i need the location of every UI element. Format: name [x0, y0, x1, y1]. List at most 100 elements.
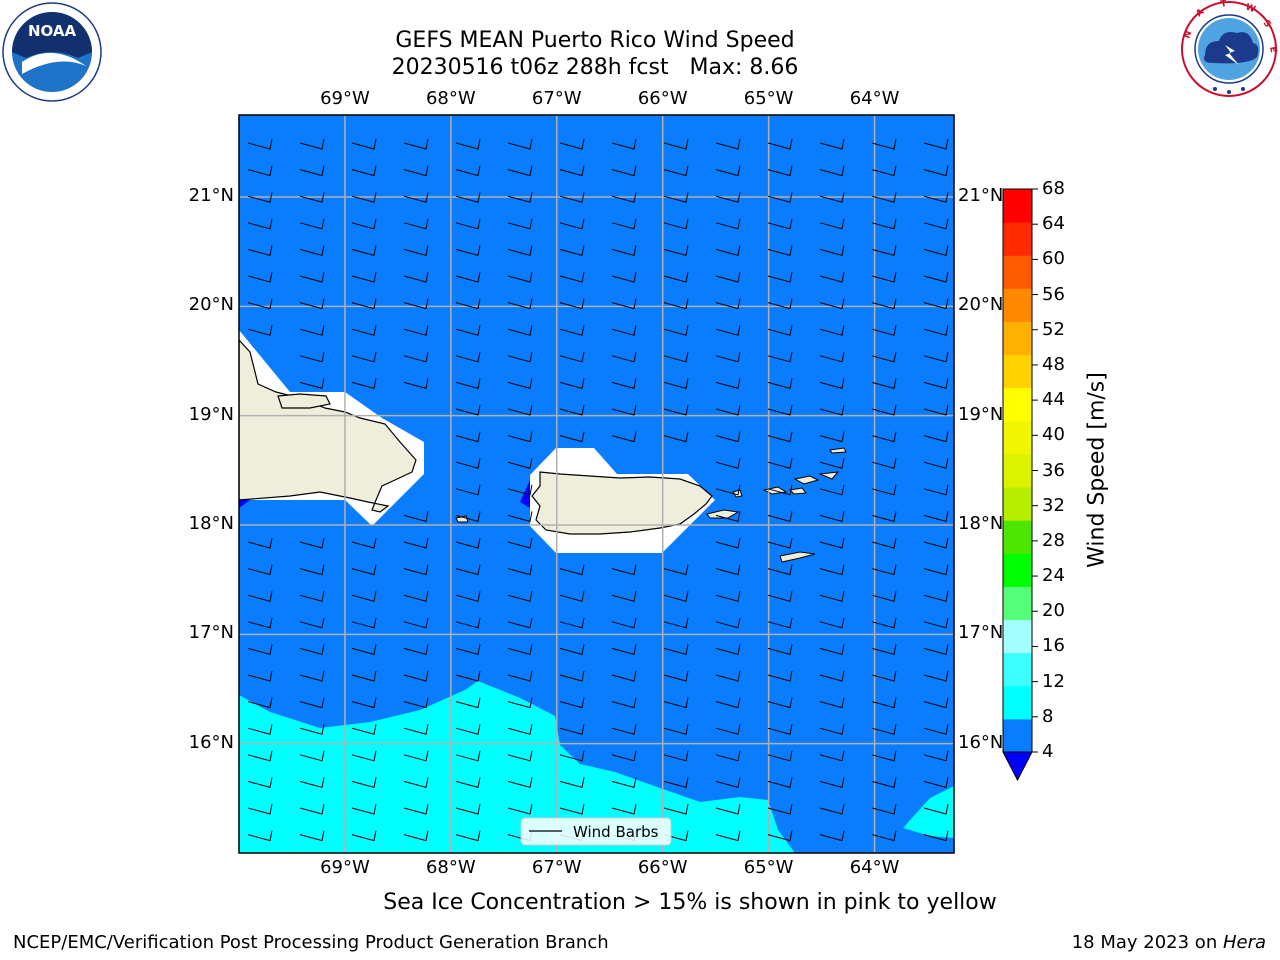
wind-barb	[663, 777, 689, 789]
wind-barb	[455, 591, 481, 602]
wind-barb	[559, 165, 585, 177]
wind-barb	[715, 404, 741, 416]
wind-barb	[299, 724, 325, 735]
wind-barb	[455, 724, 481, 735]
wind-barb	[351, 537, 377, 549]
wind-barb	[819, 325, 845, 336]
lat-label-right: 21°N	[958, 185, 1004, 206]
wind-barb	[403, 245, 429, 257]
wind-barb	[663, 218, 689, 230]
wind-barb	[819, 484, 845, 496]
wind-barb	[403, 378, 429, 390]
wind-barb	[715, 511, 741, 523]
wind-barb	[819, 591, 845, 602]
colorbar-title: Wind Speed [m/s]	[1084, 372, 1110, 568]
wind-barb	[247, 325, 273, 336]
wind-barb	[559, 351, 585, 363]
wind-barb	[559, 670, 585, 682]
wind-barb	[663, 750, 689, 762]
wind-barb	[767, 511, 793, 523]
wind-barb	[715, 617, 741, 629]
wind-barb	[611, 298, 637, 310]
land-vieques	[706, 509, 740, 519]
wind-barb	[507, 351, 533, 363]
wind-barb	[299, 591, 325, 602]
wind-barb	[767, 165, 793, 177]
colorbar-segment	[1003, 652, 1032, 687]
lat-label-left: 18°N	[188, 513, 234, 534]
wind-barb	[507, 697, 533, 709]
sea-ice-note: Sea Ice Concentration > 15% is shown in …	[383, 890, 997, 915]
wind-barb	[819, 803, 845, 815]
wind-barb	[715, 218, 741, 230]
land-virgin-gorda	[818, 471, 840, 480]
wind-barb	[819, 564, 845, 576]
wind-barb	[819, 271, 845, 283]
map-frame	[238, 114, 955, 854]
wind-barb	[351, 378, 377, 390]
wind-barb	[507, 218, 533, 230]
colorbar-tick-label: 48	[1042, 353, 1065, 375]
wind-barb	[507, 325, 533, 336]
wind-barb	[767, 271, 793, 283]
wind-barb	[403, 670, 429, 682]
wind-barb	[663, 724, 689, 735]
wind-barb	[715, 644, 741, 656]
wind-barb	[871, 564, 897, 576]
wind-barb	[715, 271, 741, 283]
wind-barb	[663, 192, 689, 203]
wind-barb	[767, 351, 793, 363]
wind-barb	[247, 271, 273, 283]
lon-label-bottom: 66°W	[637, 857, 688, 878]
wind-barb	[299, 670, 325, 682]
wind-barb	[247, 245, 273, 257]
wind-barb	[351, 617, 377, 629]
svg-text:E: E	[1267, 46, 1278, 54]
wind-barb	[247, 564, 273, 576]
colorbar-segment	[1003, 718, 1032, 753]
wind-barb	[819, 378, 845, 390]
wind-barb	[559, 431, 585, 443]
wind-barb	[299, 271, 325, 283]
wind-barb	[611, 591, 637, 602]
wind-barb	[455, 431, 481, 443]
wind-barb	[507, 511, 533, 523]
svg-text:A: A	[1195, 7, 1207, 19]
wind-barb	[611, 724, 637, 735]
colorbar-tick-label: 24	[1042, 565, 1065, 587]
wind-barb	[299, 245, 325, 257]
land-st-croix	[779, 551, 816, 563]
footer-branch: NCEP/EMC/Verification Post Processing Pr…	[13, 932, 609, 953]
wind-barb	[507, 670, 533, 682]
wind-barb	[767, 724, 793, 735]
wind-barb	[663, 431, 689, 443]
wind-barb	[923, 591, 949, 602]
wind-barb	[923, 245, 949, 257]
wind-barb	[767, 138, 793, 150]
wind-barb	[507, 724, 533, 735]
wind-barb	[507, 245, 533, 257]
wind-barb	[663, 351, 689, 363]
wind-barb	[871, 830, 897, 842]
wind-barb	[767, 670, 793, 682]
wind-barb	[611, 564, 637, 576]
wind-barb	[403, 617, 429, 629]
wind-barb	[871, 192, 897, 203]
wind-barb	[663, 325, 689, 336]
wind-barb	[351, 138, 377, 150]
colorbar	[1002, 188, 1038, 782]
wind-barb	[715, 298, 741, 310]
wind-barb	[663, 697, 689, 709]
colorbar-tick-label: 8	[1042, 705, 1054, 727]
wind-barb	[923, 298, 949, 310]
colorbar-segment	[1003, 520, 1032, 554]
wind-barb	[403, 750, 429, 762]
wind-barb	[715, 378, 741, 390]
wind-barb	[819, 724, 845, 735]
wind-barb	[663, 245, 689, 257]
wind-barb	[507, 591, 533, 602]
wind-barb	[871, 325, 897, 336]
wind-barb	[247, 218, 273, 230]
wind-barb	[403, 591, 429, 602]
wind-barb	[767, 484, 793, 496]
